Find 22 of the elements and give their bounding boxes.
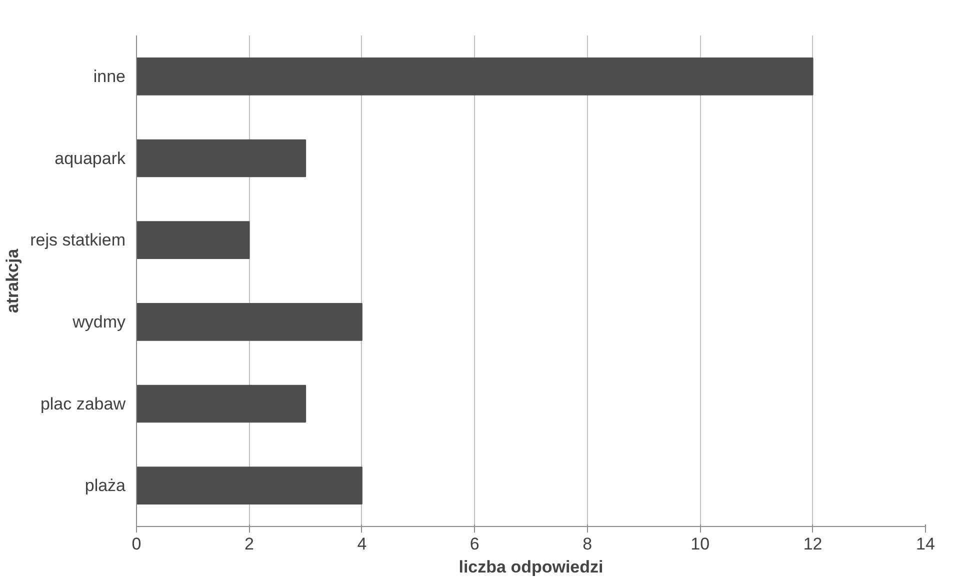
bar [136,466,362,504]
x-tick-label: 0 [132,534,142,554]
x-tick-label: 12 [803,534,822,554]
x-axis-title: liczba odpowiedzi [458,558,604,576]
y-tick-label: wydmy [72,312,126,332]
y-tick-label: aquapark [54,148,126,168]
bar [136,139,306,178]
x-tick-label: 10 [690,534,710,554]
bar [136,384,306,423]
bar [136,58,814,96]
bar [136,303,362,341]
y-tick-label: inne [93,66,126,86]
y-tick-label: rejs statkiem [30,230,126,250]
x-tick-label: 14 [916,534,935,554]
x-tick-label: 8 [582,534,592,554]
y-tick-label: plac zabaw [40,394,126,414]
y-axis-title: atrakcja [3,248,22,314]
bar [136,221,250,259]
y-tick-label: plaża [84,476,126,496]
x-tick-label: 4 [357,534,367,554]
x-tick-label: 2 [244,534,254,554]
x-tick-label: 6 [470,534,480,554]
